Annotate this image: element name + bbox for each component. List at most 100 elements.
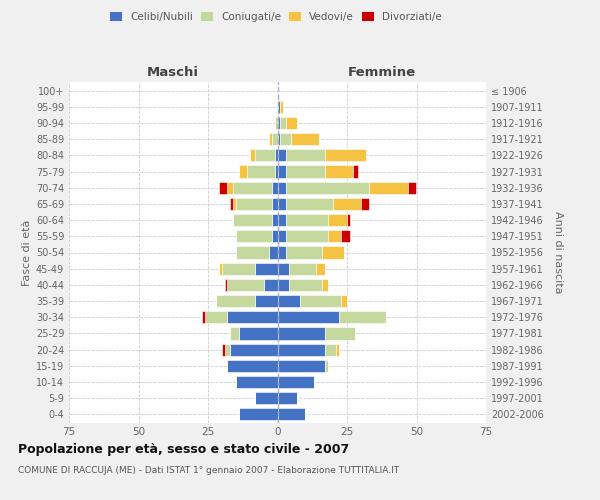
Bar	[277, 360, 325, 372]
Bar	[408, 182, 416, 194]
Bar	[233, 214, 272, 226]
Bar	[239, 328, 277, 340]
Bar	[224, 279, 227, 291]
Bar	[369, 182, 408, 194]
Bar	[286, 150, 325, 162]
Bar	[263, 279, 277, 291]
Bar	[269, 246, 277, 258]
Bar	[217, 295, 255, 307]
Bar	[275, 150, 277, 162]
Bar	[227, 279, 263, 291]
Bar	[277, 262, 289, 275]
Text: Femmine: Femmine	[347, 66, 416, 80]
Bar	[239, 166, 247, 177]
Bar	[325, 150, 367, 162]
Bar	[277, 100, 280, 113]
Bar	[325, 328, 355, 340]
Bar	[277, 166, 286, 177]
Text: Popolazione per età, sesso e stato civile - 2007: Popolazione per età, sesso e stato civil…	[18, 442, 349, 456]
Bar	[277, 408, 305, 420]
Bar	[277, 182, 286, 194]
Bar	[338, 311, 386, 324]
Bar	[277, 328, 325, 340]
Bar	[233, 198, 236, 210]
Bar	[300, 295, 341, 307]
Bar	[236, 198, 272, 210]
Bar	[277, 150, 286, 162]
Bar	[328, 230, 341, 242]
Bar	[224, 344, 230, 355]
Bar	[230, 198, 233, 210]
Bar	[280, 117, 286, 129]
Bar	[277, 214, 286, 226]
Bar	[227, 182, 233, 194]
Bar	[286, 117, 297, 129]
Bar	[255, 150, 275, 162]
Y-axis label: Anni di nascita: Anni di nascita	[553, 211, 563, 294]
Bar	[286, 166, 325, 177]
Bar	[277, 311, 338, 324]
Bar	[277, 230, 286, 242]
Bar	[277, 344, 325, 355]
Bar	[341, 230, 350, 242]
Bar	[247, 166, 275, 177]
Bar	[325, 166, 353, 177]
Bar	[347, 214, 350, 226]
Bar	[275, 117, 277, 129]
Bar	[277, 198, 286, 210]
Bar	[361, 198, 369, 210]
Bar	[219, 182, 227, 194]
Bar	[322, 279, 328, 291]
Text: Maschi: Maschi	[147, 66, 199, 80]
Y-axis label: Fasce di età: Fasce di età	[22, 220, 32, 286]
Bar	[219, 262, 222, 275]
Bar	[233, 182, 272, 194]
Bar	[222, 344, 224, 355]
Bar	[272, 198, 277, 210]
Bar	[277, 392, 297, 404]
Bar	[277, 117, 280, 129]
Bar	[230, 344, 277, 355]
Bar	[205, 311, 227, 324]
Bar	[325, 344, 336, 355]
Bar	[275, 166, 277, 177]
Bar	[272, 133, 277, 145]
Bar	[255, 262, 277, 275]
Bar	[277, 246, 286, 258]
Bar	[286, 214, 328, 226]
Bar	[236, 376, 277, 388]
Bar	[227, 360, 277, 372]
Bar	[277, 133, 280, 145]
Bar	[236, 246, 269, 258]
Bar	[272, 230, 277, 242]
Text: COMUNE DI RACCUJA (ME) - Dati ISTAT 1° gennaio 2007 - Elaborazione TUTTITALIA.IT: COMUNE DI RACCUJA (ME) - Dati ISTAT 1° g…	[18, 466, 399, 475]
Bar	[250, 150, 255, 162]
Bar	[289, 279, 322, 291]
Bar	[322, 246, 344, 258]
Bar	[255, 392, 277, 404]
Bar	[316, 262, 325, 275]
Bar	[280, 100, 283, 113]
Bar	[292, 133, 319, 145]
Bar	[272, 214, 277, 226]
Legend: Celibi/Nubili, Coniugati/e, Vedovi/e, Divorziati/e: Celibi/Nubili, Coniugati/e, Vedovi/e, Di…	[106, 8, 446, 26]
Bar	[325, 360, 328, 372]
Bar	[227, 311, 277, 324]
Bar	[269, 133, 272, 145]
Bar	[277, 376, 314, 388]
Bar	[230, 328, 239, 340]
Bar	[336, 344, 338, 355]
Bar	[202, 311, 205, 324]
Bar	[280, 133, 292, 145]
Bar	[289, 262, 316, 275]
Bar	[255, 295, 277, 307]
Bar	[353, 166, 358, 177]
Bar	[341, 295, 347, 307]
Bar	[286, 246, 322, 258]
Bar	[286, 198, 333, 210]
Bar	[277, 279, 289, 291]
Bar	[222, 262, 255, 275]
Bar	[239, 408, 277, 420]
Bar	[272, 182, 277, 194]
Bar	[277, 295, 300, 307]
